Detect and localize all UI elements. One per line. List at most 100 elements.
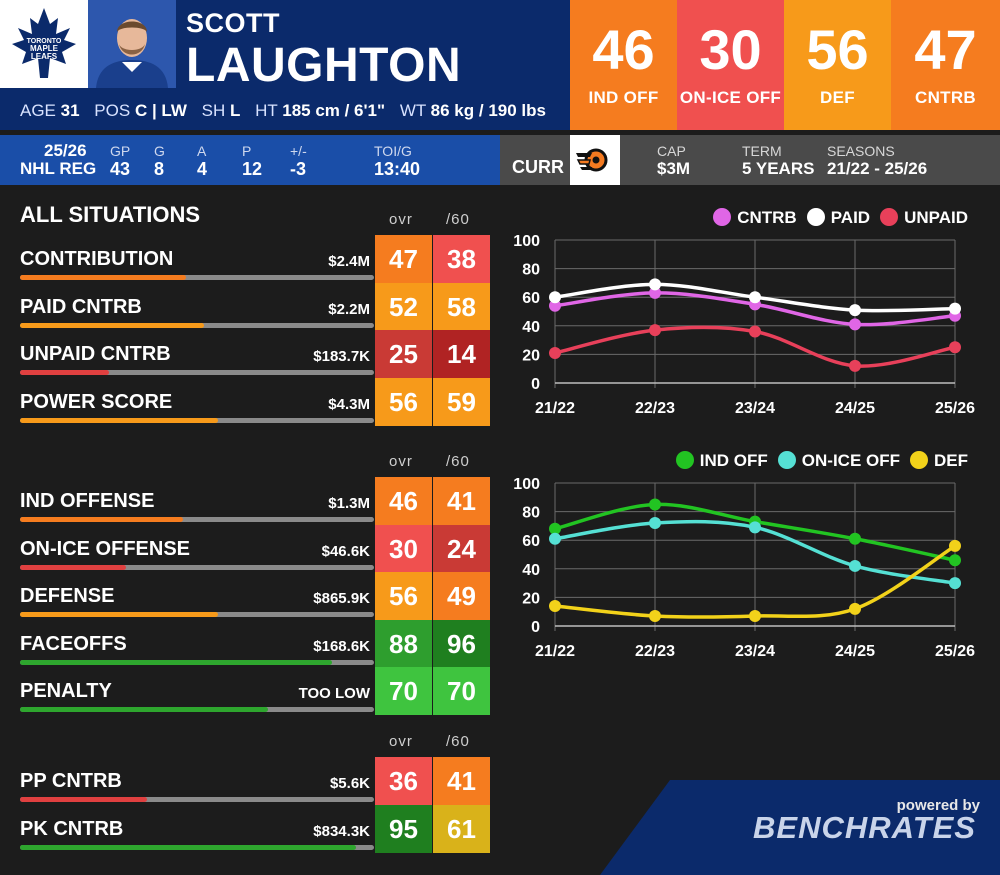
x-tick-label: 21/22: [535, 643, 575, 660]
brand-panel: [600, 780, 1000, 875]
stat-bar-fill: [20, 844, 357, 850]
x-tick-label: 25/26: [935, 400, 975, 417]
x-tick-label: 24/25: [835, 643, 875, 660]
stat-per60-cell: 59: [433, 377, 490, 426]
stat-label: PP CNTRB: [20, 770, 122, 792]
legend-label: ON-ICE OFF: [801, 451, 900, 470]
gp-value: 43: [110, 159, 131, 179]
a-label: A: [197, 143, 207, 159]
term-label: TERM: [742, 143, 782, 159]
y-tick-label: 40: [522, 562, 540, 579]
season-year: 25/26: [44, 141, 87, 160]
x-tick-label: 24/25: [835, 400, 875, 417]
powered-by-text: powered by: [896, 797, 980, 814]
section-title: ALL SITUATIONS: [20, 202, 201, 227]
stat-bar-track: [20, 417, 374, 423]
season-stats: [0, 135, 500, 185]
season-league: NHL REG: [20, 159, 97, 178]
pm-value: -3: [290, 159, 307, 179]
legend-label: UNPAID: [904, 208, 968, 227]
brand-logo: BENCHRATES: [753, 810, 976, 845]
stat-money-value: $183.7K: [313, 348, 370, 365]
score-label: IND OFF: [588, 88, 659, 107]
stat-bar-track: [20, 797, 374, 802]
stat-label: UNPAID CNTRB: [20, 343, 171, 365]
stat-label: PK CNTRB: [20, 817, 124, 840]
stat-money-value: TOO LOW: [298, 685, 370, 702]
stat-bar-fill: [20, 417, 219, 423]
legend-dot-icon: [777, 451, 796, 469]
stat-per60-cell: 58: [433, 282, 490, 331]
col-header-per60: /60: [446, 211, 470, 228]
stat-money-value: $2.2M: [328, 300, 370, 318]
player-first-name: SCOTT: [186, 8, 280, 38]
legend-item: PAID: [797, 208, 870, 227]
data-point: [949, 302, 961, 315]
wt-label: WT: [399, 101, 426, 120]
y-tick-label: 20: [522, 590, 540, 607]
data-point: [749, 325, 761, 338]
stat-bar-fill: [20, 322, 205, 328]
legend-dot-icon: [675, 451, 694, 469]
legend-label: PAID: [830, 208, 871, 227]
stat-money-value: $4.3M: [328, 395, 370, 413]
stat-bar-track: [20, 517, 374, 522]
x-tick-label: 22/23: [635, 643, 675, 660]
chart-legend-bottom: IND OFF ON-ICE OFF DEF: [666, 451, 968, 471]
flyers-logo-icon: [576, 148, 608, 172]
stat-bar-track: [20, 659, 374, 665]
score-label: ON-ICE OFF: [679, 88, 782, 107]
stat-money-value: $2.4M: [328, 253, 370, 270]
data-point: [549, 291, 561, 304]
team-logo: TORONTO MAPLE LEAFS: [0, 0, 88, 88]
cap-value: $3M: [657, 159, 691, 178]
data-point: [849, 602, 861, 615]
stat-per60-cell: 24: [433, 524, 490, 573]
player-photo: [88, 0, 176, 88]
pos-value: C | LW: [134, 101, 187, 120]
data-point: [649, 517, 661, 530]
col-header-per60: /60: [446, 453, 470, 470]
seasons-value: 21/22 - 25/26: [827, 159, 928, 178]
stat-ovr-cell: 95: [375, 804, 432, 853]
legend-dot-icon: [713, 208, 732, 226]
score-tile-cntrb: 47 CNTRB: [891, 0, 1000, 130]
legend-item: DEF: [900, 451, 968, 470]
legend-item: ON-ICE OFF: [768, 451, 900, 470]
legend-item: IND OFF: [666, 451, 768, 470]
curr-label: CURR: [512, 157, 564, 177]
g-label: G: [154, 143, 165, 159]
toi-value: 13:40: [374, 159, 421, 179]
stat-label: ON-ICE OFFENSE: [20, 537, 191, 560]
x-tick-label: 22/23: [635, 400, 675, 417]
stat-label: PENALTY: [20, 680, 112, 702]
stat-bar-track: [20, 844, 374, 850]
stat-bar-track: [20, 275, 374, 280]
cap-label: CAP: [657, 143, 686, 159]
age-label: AGE: [20, 101, 56, 120]
stat-bar-track: [20, 322, 374, 328]
legend-item: UNPAID: [870, 208, 968, 227]
data-point: [649, 278, 661, 291]
stat-per60-cell: 96: [433, 619, 490, 668]
ht-value: 185 cm / 6'1": [282, 101, 386, 120]
score-value: 47: [914, 18, 977, 81]
chart-legend-top: CNTRB PAID UNPAID: [703, 208, 968, 228]
data-point: [849, 318, 861, 331]
stat-bar-fill: [20, 370, 109, 375]
data-point: [549, 532, 561, 545]
y-tick-label: 0: [531, 619, 540, 636]
pos-label: POS: [94, 101, 131, 120]
score-label: CNTRB: [915, 88, 976, 107]
player-avatar-icon: [88, 0, 176, 88]
stat-label: IND OFFENSE: [20, 490, 155, 512]
stat-per60-cell: 14: [433, 330, 490, 378]
flyers-logo-icon: [570, 135, 620, 185]
data-point: [649, 286, 661, 299]
stat-label: PAID CNTRB: [20, 295, 142, 318]
term-value: 5 YEARS: [742, 159, 815, 178]
stat-money-value: $834.3K: [313, 822, 370, 840]
legend-label: CNTRB: [737, 208, 797, 227]
y-tick-label: 60: [522, 533, 540, 550]
legend-dot-icon: [806, 208, 825, 226]
